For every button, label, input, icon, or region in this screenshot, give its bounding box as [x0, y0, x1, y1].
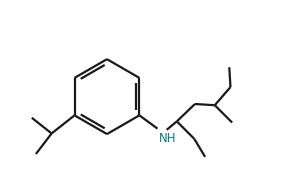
Text: NH: NH	[159, 132, 176, 145]
